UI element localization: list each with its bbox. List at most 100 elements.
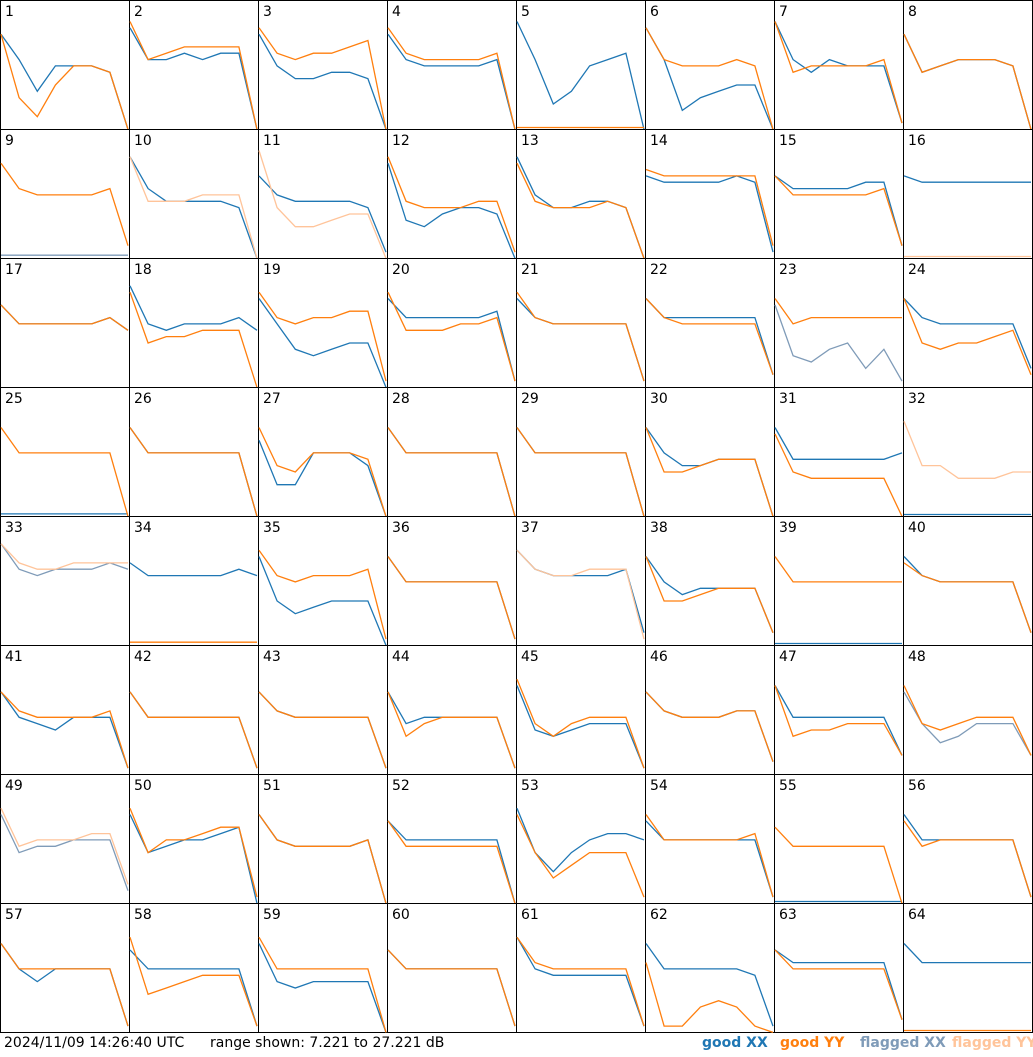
xx-line	[258, 943, 387, 1033]
panel-label: 35	[263, 520, 281, 536]
panel-label: 25	[5, 391, 23, 407]
panel-label: 44	[392, 649, 410, 665]
panel: 18	[129, 258, 259, 388]
yy-line	[516, 162, 645, 259]
yy-line	[774, 21, 903, 124]
yy-line	[129, 156, 258, 259]
panel-label: 30	[650, 391, 668, 407]
xx-line	[903, 175, 1031, 183]
yy-line	[645, 962, 774, 1034]
yy-line	[645, 691, 774, 762]
xx-line	[645, 298, 774, 375]
panel-label: 39	[779, 520, 797, 536]
range-text: range shown: 7.221 to 27.221 dB	[210, 1035, 444, 1051]
yy-line	[387, 949, 516, 1027]
xx-line	[387, 298, 516, 382]
panel-label: 20	[392, 262, 410, 278]
yy-line	[0, 943, 129, 1027]
panel-frame	[774, 645, 904, 775]
xx-line	[516, 685, 645, 769]
yy-line	[387, 427, 516, 517]
panel-label: 17	[5, 262, 23, 278]
panel-frame	[645, 645, 775, 775]
yy-line	[903, 685, 1032, 756]
panel-label: 31	[779, 391, 797, 407]
panel-frame	[129, 645, 259, 775]
panel: 42	[129, 645, 259, 775]
panel-label: 63	[779, 907, 797, 923]
panel-label: 45	[521, 649, 539, 665]
panel-label: 29	[521, 391, 539, 407]
yy-line	[774, 556, 902, 583]
panel-label: 1	[5, 4, 14, 20]
panel: 56	[903, 774, 1033, 904]
yy-line	[903, 562, 1032, 633]
range-min: 7.221	[309, 1035, 349, 1051]
panel-frame	[258, 774, 388, 904]
panel: 28	[387, 387, 517, 517]
panel-label: 50	[134, 778, 152, 794]
yy-line	[0, 427, 129, 517]
yy-line	[774, 685, 903, 756]
panel: 8	[903, 0, 1033, 130]
panel-frame	[0, 129, 130, 259]
panel-label: 32	[908, 391, 926, 407]
xx-line	[0, 543, 129, 577]
panel-frame	[903, 516, 1033, 646]
panel: 39	[774, 516, 904, 646]
panel: 9	[0, 129, 130, 259]
xx-line	[774, 21, 903, 124]
yy-line	[258, 291, 387, 382]
panel: 36	[387, 516, 517, 646]
yy-line	[387, 820, 516, 904]
xx-line	[129, 562, 258, 577]
xx-line	[129, 27, 258, 130]
panel-frame	[258, 645, 388, 775]
yy-line	[387, 291, 516, 382]
panel-frame	[0, 774, 130, 904]
panel-frame	[0, 387, 130, 517]
xx-line	[774, 427, 903, 460]
panel: 17	[0, 258, 130, 388]
panel: 29	[516, 387, 646, 517]
xx-line	[387, 163, 516, 259]
panel-label: 28	[392, 391, 410, 407]
panel-label: 55	[779, 778, 797, 794]
panel: 14	[645, 129, 775, 259]
panel: 27	[258, 387, 388, 517]
yy-line	[645, 427, 774, 517]
panel-label: 15	[779, 133, 797, 149]
xx-line	[258, 175, 387, 253]
panel-frame	[129, 0, 259, 130]
panel: 16	[903, 129, 1033, 259]
panel: 41	[0, 645, 130, 775]
xx-line	[774, 685, 903, 756]
xx-line	[387, 820, 516, 904]
panel: 2	[129, 0, 259, 130]
xx-line	[516, 936, 645, 1027]
panel: 31	[774, 387, 904, 517]
xx-line	[258, 298, 387, 388]
panel-label: 54	[650, 778, 668, 794]
yy-line	[0, 807, 129, 885]
yy-line	[0, 304, 129, 331]
xx-line	[903, 691, 1032, 756]
yy-line	[0, 543, 128, 570]
panel: 55	[774, 774, 904, 904]
yy-line	[129, 807, 258, 898]
yy-line	[258, 27, 387, 130]
panel-frame	[903, 258, 1033, 388]
xx-line	[258, 556, 387, 646]
panel: 1	[0, 0, 130, 130]
panel-frame	[516, 0, 646, 130]
panel-frame	[645, 258, 775, 388]
yy-line	[516, 678, 645, 769]
yy-line	[645, 814, 774, 898]
range-joiner: to	[354, 1035, 368, 1051]
panel: 25	[0, 387, 130, 517]
panel-frame	[645, 0, 775, 130]
panel-label: 57	[5, 907, 23, 923]
panel: 15	[774, 129, 904, 259]
panel: 35	[258, 516, 388, 646]
